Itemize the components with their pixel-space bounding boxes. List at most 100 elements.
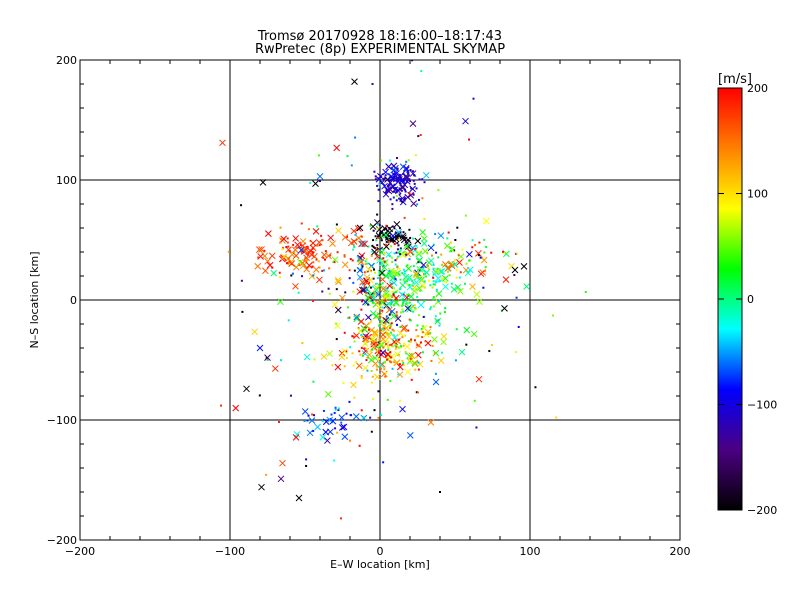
- data-point-cross: [477, 270, 485, 278]
- data-point-cross: [355, 362, 363, 370]
- data-point-dot: [321, 239, 324, 242]
- data-point-dot: [389, 351, 392, 354]
- cross-stroke: [378, 249, 385, 256]
- data-point-dot: [418, 345, 421, 348]
- data-point-dot: [354, 233, 357, 236]
- y-axis-label: N–S location [km]: [28, 251, 41, 348]
- data-point-cross: [502, 250, 510, 258]
- data-point-dot: [286, 237, 289, 240]
- data-point-dot: [398, 251, 401, 254]
- cross-stroke: [404, 305, 412, 312]
- data-point-cross: [424, 328, 432, 336]
- data-point-cross: [305, 248, 313, 256]
- data-point-cross: [456, 287, 464, 295]
- data-point-dot: [459, 271, 462, 274]
- data-point-dot: [415, 391, 418, 394]
- data-point-dot: [335, 322, 338, 325]
- data-point-dot: [402, 302, 405, 305]
- data-point-dot: [357, 260, 360, 263]
- data-point-cross: [409, 170, 417, 177]
- data-point-cross: [442, 283, 449, 291]
- cross-stroke: [385, 163, 393, 170]
- data-point-dot: [345, 412, 348, 415]
- data-point-dot: [312, 430, 315, 433]
- cross-stroke: [406, 283, 414, 291]
- data-point-dot: [343, 255, 346, 258]
- data-point-dot: [407, 329, 410, 332]
- data-point-dot: [377, 223, 380, 226]
- data-point-dot: [483, 251, 486, 254]
- data-point-cross: [378, 299, 386, 307]
- data-point-dot: [415, 335, 418, 338]
- cross-stroke: [219, 139, 226, 147]
- cross-stroke: [369, 223, 377, 230]
- cross-stroke: [406, 352, 413, 360]
- data-point-dot: [391, 286, 394, 289]
- data-point-cross: [400, 236, 408, 244]
- cross-stroke: [450, 285, 458, 293]
- data-point-dot: [383, 327, 386, 330]
- data-point-dot: [415, 356, 418, 359]
- cross-stroke: [341, 261, 349, 269]
- data-point-dot: [361, 283, 364, 286]
- data-point-dot: [340, 421, 343, 424]
- data-point-dot: [394, 234, 397, 237]
- data-point-cross: [406, 305, 413, 313]
- data-point-dot: [437, 280, 440, 283]
- data-point-dot: [375, 339, 378, 342]
- data-point-cross: [322, 428, 330, 436]
- data-point-dot: [472, 97, 475, 100]
- data-point-dot: [360, 267, 363, 270]
- cross-stroke: [329, 240, 336, 248]
- data-point-dot: [363, 326, 366, 329]
- data-point-cross: [380, 370, 388, 378]
- data-point-cross: [396, 371, 404, 379]
- data-point-dot: [381, 260, 384, 263]
- data-point-cross: [435, 290, 443, 298]
- data-point-dot: [468, 259, 471, 262]
- cross-stroke: [329, 417, 337, 425]
- cross-stroke: [399, 163, 407, 171]
- data-point-dot: [396, 188, 399, 191]
- data-point-dot: [435, 281, 438, 284]
- data-point-dot: [309, 181, 312, 184]
- data-point-dot: [485, 245, 488, 248]
- cross-stroke: [409, 185, 416, 193]
- data-point-dot: [360, 320, 363, 323]
- data-point-dot: [345, 350, 348, 353]
- data-point-dot: [443, 311, 446, 314]
- data-point-dot: [408, 318, 411, 321]
- data-point-dot: [363, 347, 366, 350]
- data-point-dot: [397, 244, 400, 247]
- cross-stroke: [520, 263, 528, 270]
- data-point-dot: [371, 250, 374, 253]
- data-point-cross: [254, 262, 262, 270]
- data-point-cross: [427, 257, 435, 265]
- y-tick-label: 200: [56, 54, 77, 67]
- data-point-dot: [428, 279, 431, 282]
- data-point-dot: [405, 160, 408, 163]
- data-point-dot: [401, 336, 404, 339]
- data-point-cross: [399, 183, 407, 191]
- cross-stroke: [384, 176, 391, 183]
- cross-stroke: [292, 252, 300, 260]
- data-point-dot: [369, 297, 372, 300]
- data-point-cross: [378, 269, 386, 277]
- data-point-dot: [455, 269, 458, 272]
- data-point-dot: [455, 328, 458, 331]
- cross-stroke: [375, 303, 383, 311]
- data-point-dot: [414, 154, 417, 157]
- data-point-dot: [387, 348, 390, 351]
- data-point-cross: [413, 271, 420, 279]
- data-point-dot: [369, 350, 372, 353]
- data-point-dot: [394, 278, 397, 281]
- data-point-dot: [414, 308, 417, 311]
- cross-stroke: [350, 227, 358, 235]
- data-point-dot: [335, 223, 338, 226]
- cross-stroke: [397, 329, 404, 337]
- data-point-cross: [301, 408, 309, 415]
- data-point-cross: [420, 261, 427, 269]
- data-point-cross: [410, 200, 418, 208]
- data-point-cross: [350, 381, 357, 389]
- data-point-cross: [303, 254, 310, 262]
